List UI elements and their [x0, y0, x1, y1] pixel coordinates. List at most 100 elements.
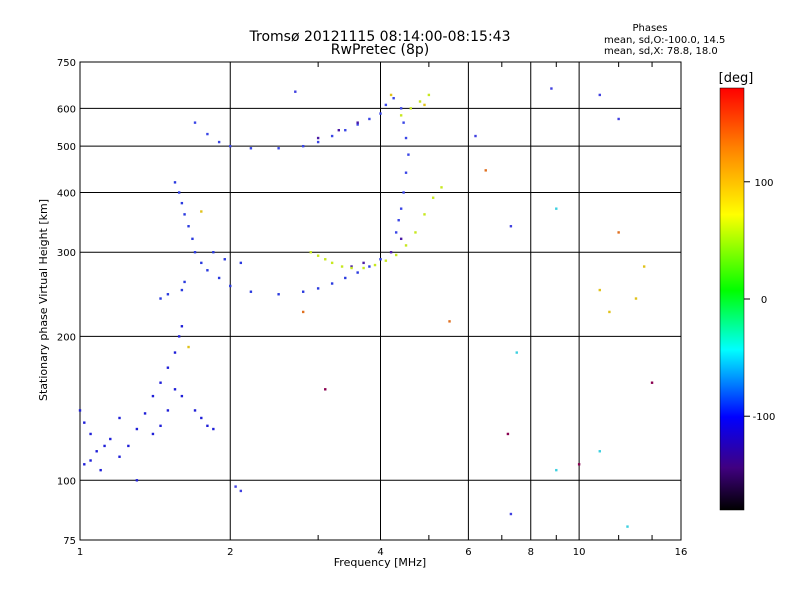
- data-point: [217, 276, 221, 280]
- data-point: [159, 424, 162, 428]
- y-tick-label: 200: [57, 332, 76, 343]
- data-point: [200, 210, 203, 213]
- data-point: [423, 213, 426, 216]
- data-point: [191, 237, 194, 241]
- data-point: [151, 432, 155, 436]
- data-point: [135, 427, 139, 431]
- data-point: [229, 284, 232, 288]
- chart-title: Tromsø 20121115 08:14:00-08:15:43: [249, 29, 511, 45]
- data-point: [173, 388, 177, 391]
- data-point: [166, 366, 170, 369]
- data-point: [598, 288, 601, 292]
- data-point: [418, 100, 422, 103]
- data-point: [368, 265, 371, 268]
- data-point: [206, 132, 209, 136]
- y-axis-label: Stationary phase Virtual Height [km]: [37, 199, 50, 401]
- data-point: [183, 213, 186, 216]
- data-point: [118, 455, 121, 458]
- data-point: [180, 325, 184, 328]
- data-point: [309, 251, 312, 254]
- colorbar-tick-label: 100: [754, 178, 773, 189]
- data-point: [598, 93, 601, 97]
- data-point: [409, 107, 412, 110]
- data-point: [399, 237, 403, 241]
- data-point: [277, 147, 280, 150]
- data-point: [373, 263, 377, 267]
- data-point: [206, 269, 209, 272]
- data-point: [316, 140, 320, 144]
- y-tick-label: 750: [57, 58, 76, 69]
- data-point: [187, 345, 190, 349]
- data-point: [506, 432, 510, 436]
- colorbar-tick-label: -100: [753, 412, 776, 423]
- data-point: [173, 351, 177, 354]
- x-axis-label: Frequency [MHz]: [334, 556, 426, 569]
- data-point: [626, 525, 629, 528]
- data-point: [301, 310, 305, 314]
- data-point: [212, 427, 215, 431]
- data-point: [350, 265, 353, 268]
- data-point: [78, 409, 82, 412]
- data-point: [555, 468, 558, 472]
- data-point: [427, 93, 431, 97]
- data-point: [180, 201, 184, 205]
- data-point: [402, 191, 405, 194]
- data-point: [187, 225, 190, 228]
- legend-line-o: mean, sd,O:-100.0, 14.5: [604, 35, 725, 46]
- data-point: [399, 207, 403, 210]
- data-point: [650, 381, 654, 384]
- data-point: [330, 134, 334, 138]
- data-point: [324, 258, 327, 261]
- data-point: [356, 271, 359, 274]
- data-point: [239, 261, 243, 265]
- data-point: [404, 136, 408, 140]
- data-point: [340, 265, 344, 268]
- data-point: [324, 388, 327, 391]
- data-point: [151, 394, 155, 398]
- data-point: [200, 261, 203, 265]
- data-point: [330, 261, 334, 265]
- data-point: [118, 416, 121, 420]
- data-point: [200, 416, 203, 420]
- data-point: [362, 261, 365, 265]
- data-point: [229, 144, 232, 148]
- data-point: [389, 93, 393, 97]
- data-point: [642, 265, 646, 268]
- x-tick-label: 4: [377, 547, 383, 558]
- x-tick-label: 2: [227, 547, 233, 558]
- data-point: [399, 107, 403, 110]
- data-point: [316, 287, 320, 290]
- data-point: [223, 258, 226, 261]
- data-point: [448, 320, 451, 323]
- data-point: [379, 112, 382, 115]
- data-point: [89, 459, 92, 462]
- x-tick-label: 1: [77, 547, 83, 558]
- data-point: [127, 444, 130, 448]
- x-tick-label: 16: [675, 547, 688, 558]
- data-point: [440, 186, 443, 189]
- data-point: [217, 140, 221, 144]
- data-point: [404, 244, 408, 247]
- data-point: [350, 266, 353, 270]
- data-point: [249, 147, 253, 150]
- data-point: [166, 409, 170, 412]
- y-tick-label: 400: [57, 188, 76, 199]
- data-point: [294, 90, 297, 93]
- data-point: [399, 114, 403, 117]
- legend-line-x: mean, sd,X: 78.8, 18.0: [604, 46, 718, 57]
- data-point: [634, 297, 638, 300]
- data-point: [316, 136, 320, 140]
- data-point: [617, 231, 620, 234]
- data-point: [608, 310, 611, 314]
- data-point: [83, 463, 86, 466]
- data-point: [389, 251, 393, 254]
- data-point: [362, 266, 365, 270]
- data-point: [368, 117, 371, 121]
- data-point: [212, 251, 215, 254]
- x-axis-ticks: 1 2 4 6 8 10 16: [77, 62, 688, 558]
- data-point: [431, 196, 435, 199]
- data-point: [617, 117, 620, 121]
- legend-title: Phases: [632, 23, 667, 34]
- data-point: [379, 258, 382, 261]
